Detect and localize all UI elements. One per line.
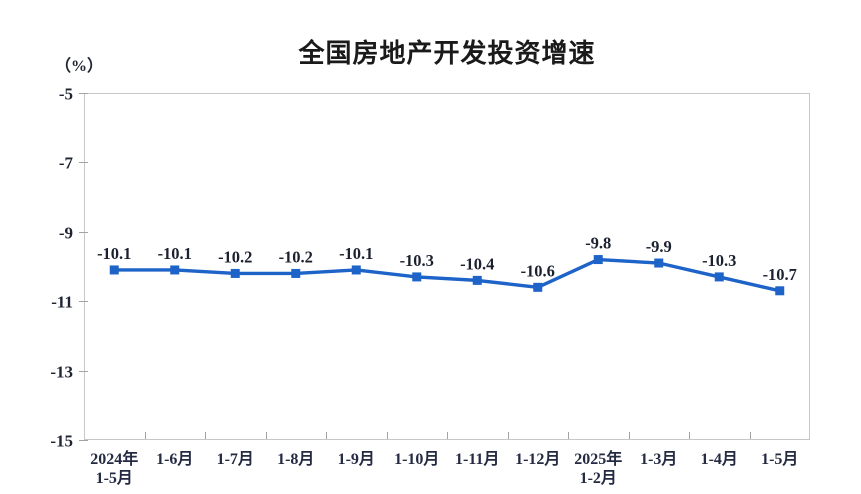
- data-point-marker: [291, 268, 301, 278]
- data-point-label: -10.2: [218, 247, 252, 266]
- data-point-marker: [533, 282, 543, 292]
- data-point-label: -10.4: [460, 254, 494, 273]
- x-tick-label: 1-9月: [338, 450, 375, 468]
- data-point-marker: [170, 265, 180, 275]
- x-tick-label: 1-11月: [455, 450, 499, 468]
- data-point-marker: [654, 258, 664, 268]
- x-tick-label: 1-4月: [701, 450, 738, 468]
- y-tick-label: -5: [59, 85, 73, 104]
- x-tick-label: 1-6月: [156, 450, 193, 468]
- data-point-marker: [472, 275, 482, 285]
- x-tick-label: 1-5月: [761, 450, 798, 468]
- x-tick-label: 1-8月: [277, 450, 314, 468]
- plot-area: [84, 93, 810, 440]
- data-point-marker: [714, 272, 724, 282]
- data-point-marker: [230, 268, 240, 278]
- data-point-label: -9.8: [585, 234, 611, 253]
- data-point-marker: [775, 286, 785, 296]
- x-tick-label: 1-10月: [394, 450, 439, 468]
- y-tick-label: -9: [59, 224, 73, 243]
- y-tick-label: -7: [59, 154, 74, 173]
- data-point-label: -10.7: [763, 265, 797, 284]
- y-axis-unit-label: （%）: [55, 58, 104, 75]
- y-tick-label: -15: [50, 432, 73, 451]
- chart-title: 全国房地产开发投资增速: [298, 38, 596, 68]
- x-tick-label: 2025年 1-2月: [574, 449, 622, 487]
- data-point-label: -10.2: [279, 247, 313, 266]
- data-point-label: -10.3: [702, 251, 736, 270]
- data-point-marker: [351, 265, 361, 275]
- data-point-label: -10.6: [521, 261, 555, 280]
- data-point-label: -10.3: [400, 251, 434, 270]
- data-point-label: -10.1: [339, 244, 373, 263]
- y-tick-label: -11: [51, 293, 73, 312]
- data-point-label: -10.1: [158, 244, 192, 263]
- data-point-marker: [593, 255, 603, 265]
- y-tick-label: -13: [50, 363, 73, 382]
- data-point-marker: [109, 265, 119, 275]
- x-tick-label: 1-7月: [217, 450, 254, 468]
- x-tick-label: 1-12月: [515, 450, 560, 468]
- data-point-label: -10.1: [97, 244, 131, 263]
- x-tick-label: 1-3月: [640, 450, 677, 468]
- data-point-marker: [412, 272, 422, 282]
- data-point-label: -9.9: [646, 237, 672, 256]
- x-tick-label: 2024年 1-5月: [90, 449, 138, 487]
- investment-growth-line: [112, 257, 782, 293]
